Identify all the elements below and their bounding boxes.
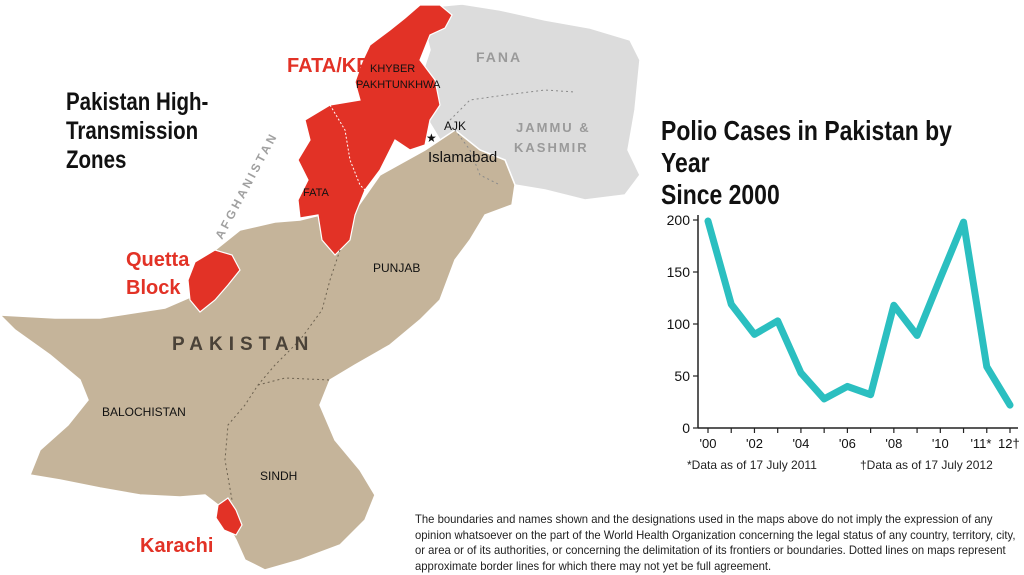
map-title: Pakistan High- Transmission Zones <box>66 88 263 175</box>
kp-label-1: KHYBER <box>370 63 415 75</box>
disclaimer-text: The boundaries and names shown and the d… <box>415 512 1016 573</box>
quetta-zone-label-2: Block <box>126 277 181 299</box>
sindh-label: SINDH <box>260 469 297 483</box>
balochistan-label: BALOCHISTAN <box>102 405 186 419</box>
map-title-line: Transmission <box>66 117 199 145</box>
y-tick-label: 100 <box>667 316 691 332</box>
x-tick-label: '11* <box>970 436 991 451</box>
karachi-zone-label: Karachi <box>140 535 213 557</box>
y-tick-label: 0 <box>682 420 690 436</box>
x-tick-label: 12† <box>998 436 1020 451</box>
y-tick-label: 150 <box>667 264 691 280</box>
islamabad-star-icon: ★ <box>426 131 437 145</box>
note-2012: †Data as of 17 July 2012 <box>860 458 993 472</box>
x-tick-label: '10 <box>932 436 949 451</box>
quetta-zone-label-1: Quetta <box>126 249 190 271</box>
polio-line-chart: 0 50 100 150 200 '00 '02 '04 '06 '08 '10 '11* 12† <box>667 212 1020 451</box>
punjab-label: PUNJAB <box>373 261 420 275</box>
kp-label-2: PAKHTUNKHWA <box>356 79 441 91</box>
chart-title: Polio Cases in Pakistan by Year Since 20… <box>661 115 1005 211</box>
x-tick-label: '02 <box>746 436 763 451</box>
pakistan-map: ★ FANA JAMMU & KASHMIR KHYBER PAKHTUNKHW… <box>0 3 640 571</box>
fata-kp-zone <box>297 4 453 256</box>
chart-title-line: Since 2000 <box>661 179 780 210</box>
karachi-zone <box>215 497 243 536</box>
country-label: PAKISTAN <box>172 334 314 355</box>
x-tick-label: '00 <box>700 436 717 451</box>
x-tick-label: '04 <box>792 436 809 451</box>
polio-cases-series-line <box>704 217 1014 409</box>
fana-label: FANA <box>476 49 522 65</box>
fata-kp-zone-label: FATA/KP <box>287 55 370 77</box>
ajk-label: AJK <box>444 119 466 133</box>
y-tick-label: 200 <box>667 212 691 228</box>
jammu-kashmir-label-2: KASHMIR <box>514 140 589 155</box>
x-tick-label: '08 <box>885 436 902 451</box>
fata-label: FATA <box>303 187 330 199</box>
jammu-kashmir-label-1: JAMMU & <box>516 120 591 135</box>
map-title-line: Pakistan High- <box>66 88 209 116</box>
quetta-block-zone <box>187 249 241 313</box>
chart-title-line: Polio Cases in Pakistan by Year <box>661 115 952 178</box>
y-tick-label: 50 <box>674 368 690 384</box>
note-2011: *Data as of 17 July 2011 <box>687 458 817 472</box>
x-tick-label: '06 <box>839 436 856 451</box>
map-title-line: Zones <box>66 146 127 174</box>
islamabad-label: Islamabad <box>428 149 497 166</box>
